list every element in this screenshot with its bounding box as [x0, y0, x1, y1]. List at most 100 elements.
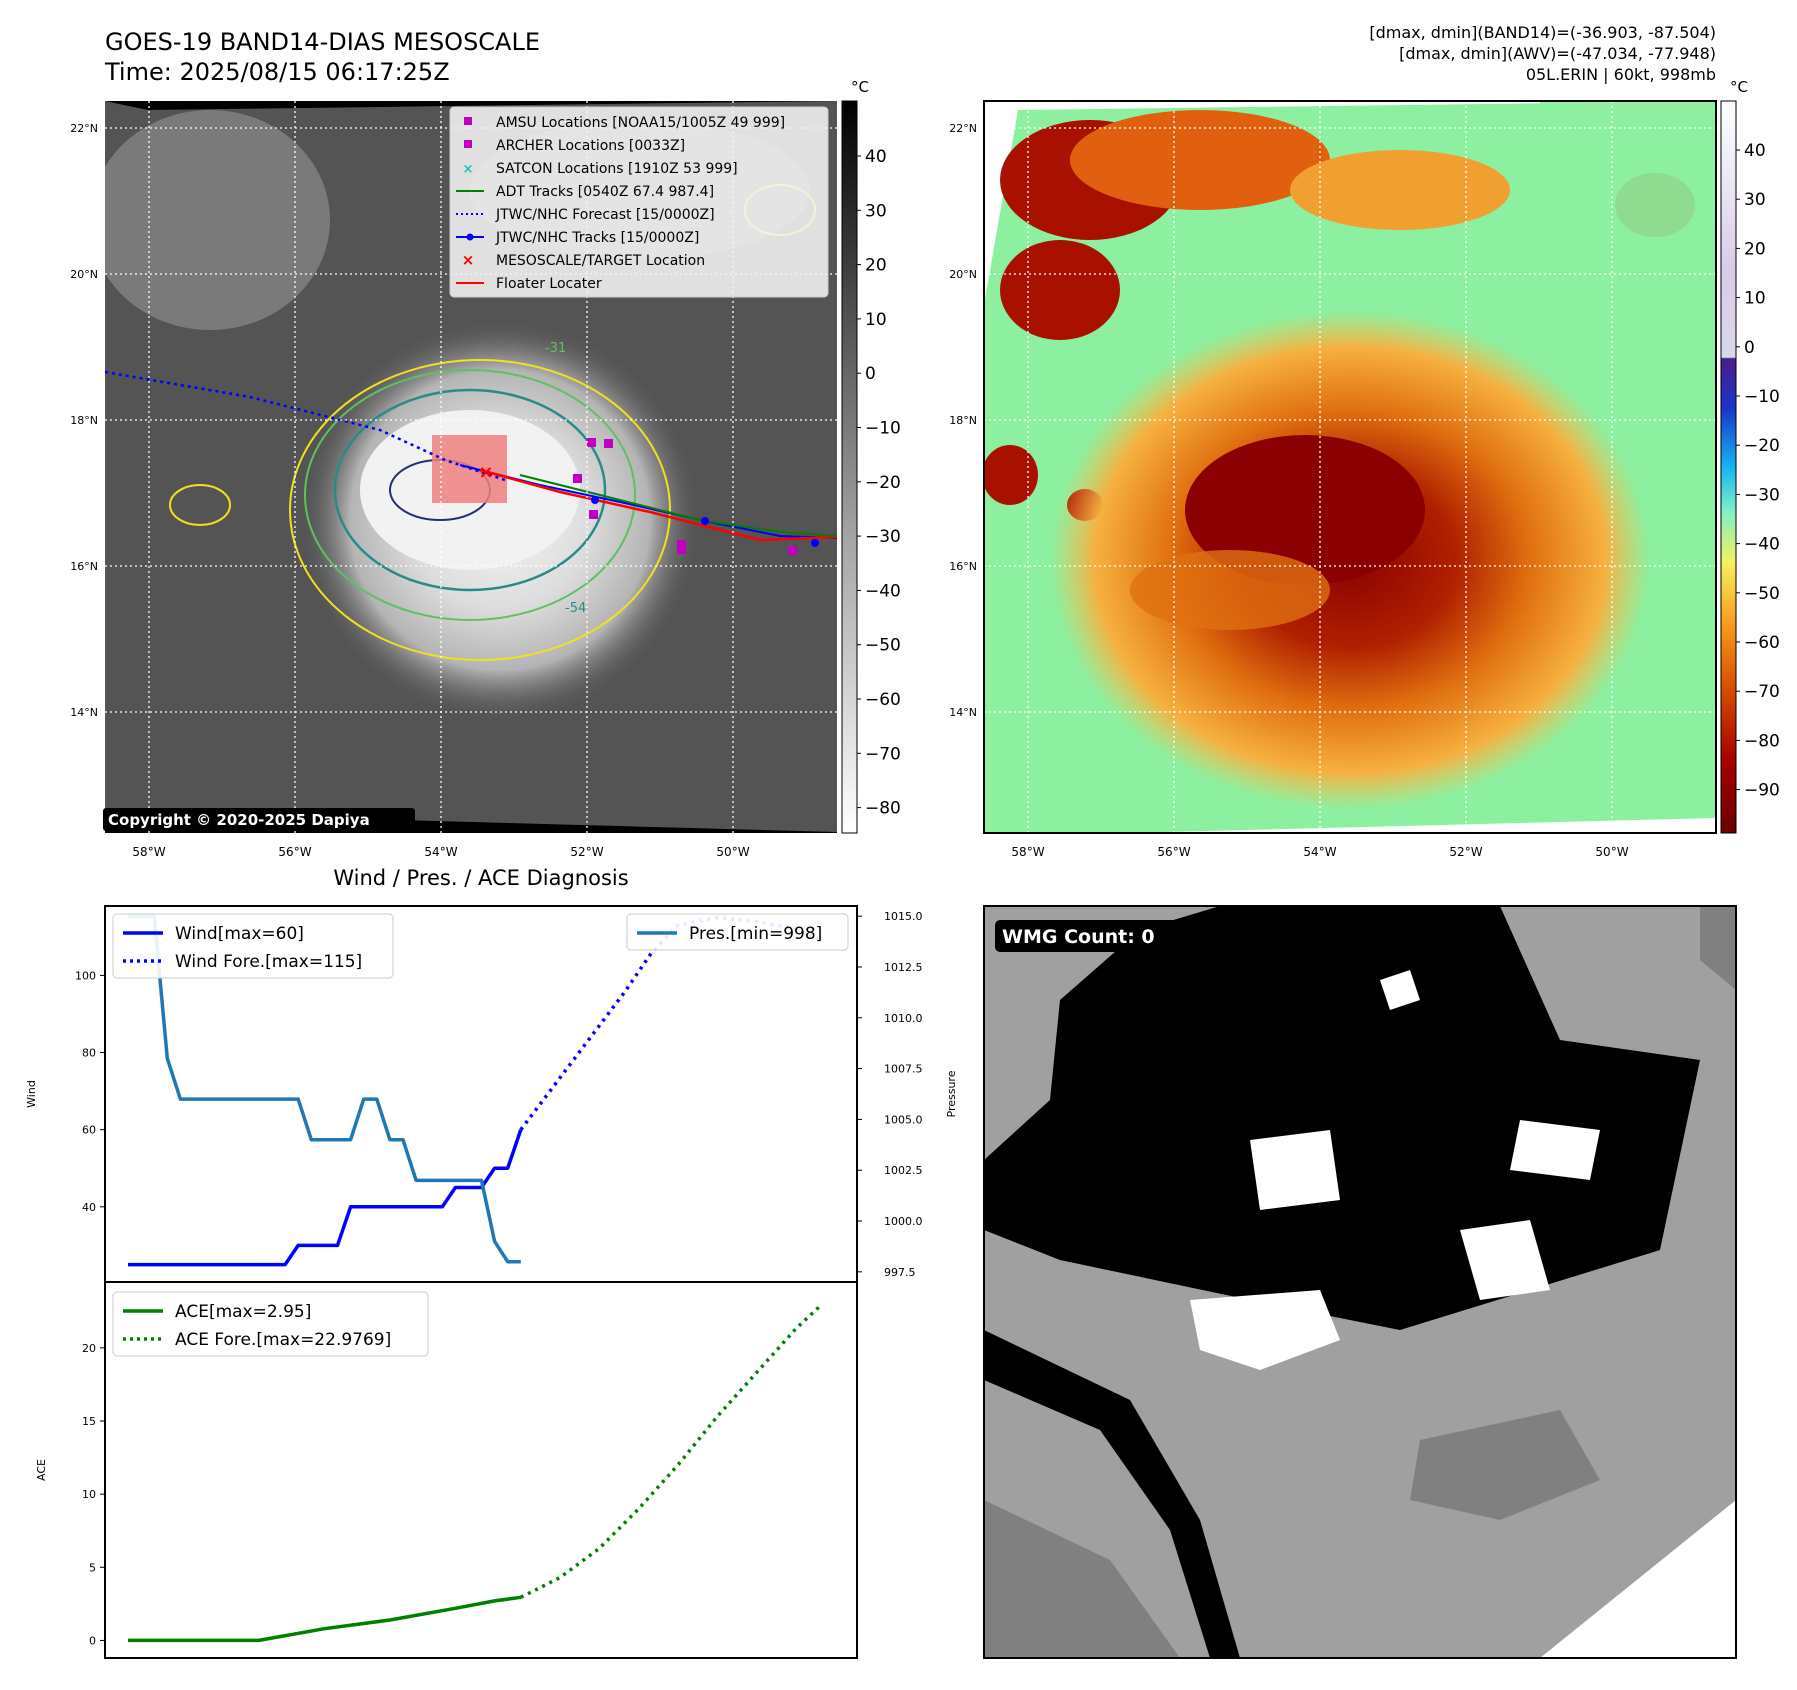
wind-point — [468, 1187, 470, 1189]
wind-point — [324, 1245, 326, 1247]
awv-colorbar-tick-label: −90 — [1744, 781, 1780, 801]
legend-amsu-marker — [464, 117, 472, 125]
info-band14: [dmax, dmin](BAND14)=(-36.903, -87.504) — [1369, 23, 1716, 42]
copyright-text: Copyright © 2020-2025 Dapiya — [108, 811, 370, 829]
wmg-region-white — [1510, 1120, 1600, 1180]
ace-ytick-tick-label: 5 — [89, 1561, 96, 1574]
legend-archer-marker — [464, 140, 472, 148]
pressure-point — [311, 1139, 313, 1141]
ace-point — [559, 1577, 561, 1579]
awv-lon-label: 50°W — [1595, 845, 1628, 859]
wind-legend-label: Wind[max=60] — [175, 924, 304, 944]
ir-amsu-marker — [573, 474, 582, 483]
wind-point — [520, 1129, 522, 1131]
wind-legend-box — [112, 913, 394, 979]
pressure-series — [128, 914, 522, 1264]
legend-adt-label: ADT Tracks [0540Z 67.4 987.4] — [496, 184, 714, 200]
awv-colorbar-tick-label: 20 — [1744, 239, 1766, 259]
ir-legend: AMSU Locations [NOAA15/1005Z 49 999] ARC… — [449, 106, 829, 298]
awv-lat-label: 18°N — [949, 414, 977, 427]
pressure-point — [297, 1098, 299, 1100]
pressure-point — [442, 1180, 444, 1182]
pressure-point — [494, 1241, 496, 1243]
figure-title: GOES-19 BAND14-DIAS MESOSCALE — [105, 28, 540, 56]
legend-archer-label: ARCHER Locations [0033Z] — [496, 138, 685, 154]
awv-lon-labels: 58°W 56°W 54°W 52°W 50°W — [1011, 845, 1628, 859]
awv-colorbar-tick-label: −70 — [1744, 682, 1780, 702]
ir-lon-label: 54°W — [424, 845, 457, 859]
ace-line-observed — [128, 1595, 522, 1643]
copyright-badge — [103, 808, 415, 831]
awv-colorbar-tick-label: −50 — [1744, 584, 1780, 604]
awv-map-panel: 22°N 20°N 18°N 16°N 14°N 58°W 56°W 54°W … — [949, 78, 1780, 859]
wmg-panel: WMG Count: 0 — [983, 905, 1737, 1659]
awv-blob — [1290, 150, 1510, 230]
pressure-point — [284, 1098, 286, 1100]
awv-map-border — [983, 100, 1717, 834]
ace-legend-label: ACE[max=2.95] — [175, 1302, 311, 1322]
ir-lon-labels: 58°W 56°W 54°W 52°W 50°W — [132, 845, 749, 859]
ir-track-point — [811, 539, 819, 547]
awv-colorbar-tick-label: 0 — [1744, 338, 1755, 358]
awv-colorbar-tick-label: −20 — [1744, 436, 1780, 456]
pressure-point — [468, 1180, 470, 1182]
awv-lat-label: 16°N — [949, 560, 977, 573]
wind-point — [455, 1187, 457, 1189]
pressure-point — [507, 1261, 509, 1263]
pres-legend: Pres.[min=998] — [626, 913, 849, 951]
pressure-ytick-tick-label: 1002.5 — [884, 1164, 923, 1177]
ace-line-forecast — [520, 1302, 824, 1599]
ir-colorbar-tick-label: 0 — [865, 364, 876, 384]
pressure-point — [337, 1139, 339, 1141]
awv-colorbar-tick-label: −60 — [1744, 633, 1780, 653]
pres-legend-label: Pres.[min=998] — [689, 924, 822, 944]
ir-archer-marker — [589, 510, 598, 519]
legend-forecast-label: JTWC/NHC Forecast [15/0000Z] — [495, 207, 715, 223]
legend-floater-label: Floater Locater — [496, 276, 602, 292]
legend-target-marker: × — [462, 251, 475, 269]
ace-ytick-tick-label: 0 — [89, 1634, 96, 1647]
ir-amsu-marker — [604, 439, 613, 448]
awv-colorbar-tick-label: 40 — [1744, 141, 1766, 161]
ir-colorbar-tick-label: −30 — [865, 527, 901, 547]
wind-point — [415, 1206, 417, 1208]
ace-ytick-tick-label: 15 — [82, 1415, 96, 1428]
wmg-count-badge — [995, 920, 1177, 952]
ir-colorbar-tick-label: −70 — [865, 744, 901, 764]
ir-colorbar-tick-label: −10 — [865, 419, 901, 439]
ir-contour-green — [304, 369, 636, 621]
pressure-line-observed — [128, 914, 521, 1264]
wind-point — [494, 1167, 496, 1169]
pressure-point — [324, 1139, 326, 1141]
ir-track-point — [701, 517, 709, 525]
awv-lat-label: 14°N — [949, 706, 977, 719]
pres-legend-box — [626, 913, 849, 951]
ir-colorbar-tick-label: 30 — [865, 201, 887, 221]
ir-lat-label: 14°N — [70, 706, 98, 719]
ir-lat-label: 20°N — [70, 268, 98, 281]
awv-lon-label: 56°W — [1157, 845, 1190, 859]
awv-moist-region — [1540, 101, 1716, 260]
ace-series — [128, 1302, 824, 1643]
pressure-point — [428, 1180, 430, 1182]
ir-colorbar-tick-label: −50 — [865, 636, 901, 656]
ace-point — [638, 1508, 640, 1510]
pressure-point — [167, 1058, 169, 1060]
ir-track-point — [591, 496, 599, 504]
wmg-border — [983, 905, 1737, 1659]
wind-point — [651, 952, 653, 954]
pressure-ytick-tick-label: 1005.0 — [884, 1113, 923, 1126]
figure-time: Time: 2025/08/15 06:17:25Z — [104, 58, 450, 86]
pressure-point — [206, 1098, 208, 1100]
ir-floater-track — [479, 468, 837, 542]
ace-fore-legend-label: ACE Fore.[max=22.9769] — [175, 1330, 391, 1350]
pressure-point — [520, 1261, 522, 1263]
wmg-count-label: WMG Count: 0 — [1002, 926, 1155, 948]
pressure-ytick-tick-label: 997.5 — [884, 1266, 916, 1279]
wind-ytick-tick-label: 60 — [82, 1124, 96, 1137]
awv-colorbar-tick-label: −80 — [1744, 731, 1780, 751]
ir-map-panel: -31 -54 × — [70, 78, 901, 859]
legend-besttrack-label: JTWC/NHC Tracks [15/0000Z] — [495, 230, 699, 246]
ir-lat-label: 22°N — [70, 122, 98, 135]
diagnosis-panel: Wind / Pres. / ACE Diagnosis Wind Pressu… — [25, 866, 958, 1659]
